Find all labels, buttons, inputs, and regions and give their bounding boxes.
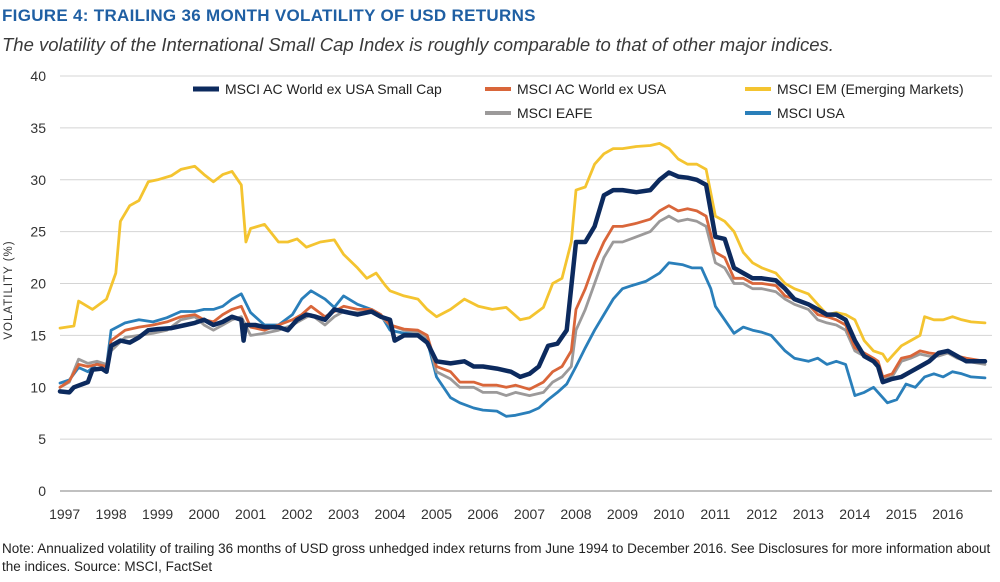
x-tick-label: 2008 — [560, 506, 591, 522]
x-tick-label: 2007 — [514, 506, 545, 522]
x-tick-label: 2009 — [607, 506, 638, 522]
figure-subtitle: The volatility of the International Smal… — [2, 34, 834, 55]
legend-label-msci-ac-world-ex-usa: MSCI AC World ex USA — [517, 81, 667, 97]
x-tick-label: 2012 — [746, 506, 777, 522]
x-tick-label: 2016 — [932, 506, 963, 522]
x-tick-label: 2013 — [793, 506, 824, 522]
y-tick-label: 5 — [38, 431, 46, 447]
y-tick-label: 15 — [30, 327, 46, 343]
series-line-msci-eafe — [58, 214, 987, 397]
x-tick-label: 2006 — [467, 506, 498, 522]
x-tick-label: 1998 — [96, 506, 127, 522]
x-tick-label: 2011 — [700, 506, 730, 522]
series-line-msci-em-emerging-markets — [58, 142, 987, 363]
x-tick-label: 2000 — [189, 506, 220, 522]
legend-label-msci-eafe: MSCI EAFE — [517, 105, 592, 121]
chart-gridlines — [60, 75, 992, 492]
x-tick-label: 2014 — [839, 506, 870, 522]
x-tick-label: 2004 — [374, 506, 405, 522]
x-axis: 1997 1998 1999 2000 2001 2002 2003 2004 2005 2006… — [49, 506, 964, 522]
chart-legend: MSCI AC World ex USA Small Cap MSCI AC Wo… — [193, 81, 964, 121]
series-line-msci-usa — [58, 261, 987, 418]
series-line-msci-ac-world-ex-usa-small-cap — [57, 170, 988, 395]
chart-note: Note: Annualized volatility of trailing … — [2, 541, 991, 574]
legend-label-msci-em-emerging-markets: MSCI EM (Emerging Markets) — [777, 81, 964, 97]
chart-series-lines — [57, 142, 988, 418]
x-tick-label: 2002 — [281, 506, 312, 522]
y-tick-label: 30 — [30, 172, 46, 188]
x-tick-label: 1999 — [142, 506, 173, 522]
y-tick-label: 25 — [30, 224, 46, 240]
x-tick-label: 1997 — [49, 506, 80, 522]
y-tick-label: 35 — [30, 120, 46, 136]
legend-label-msci-ac-world-ex-usa-small-cap: MSCI AC World ex USA Small Cap — [225, 81, 442, 97]
x-tick-label: 2001 — [235, 506, 266, 522]
figure-title: FIGURE 4: TRAILING 36 MONTH VOLATILITY O… — [2, 6, 536, 25]
series-line-msci-ac-world-ex-usa — [58, 204, 987, 391]
x-tick-label: 2003 — [328, 506, 359, 522]
y-tick-label: 10 — [30, 379, 46, 395]
y-tick-label: 40 — [30, 68, 46, 84]
y-axis: 0 5 10 15 20 25 30 35 40 — [30, 68, 46, 499]
y-tick-label: 20 — [30, 276, 46, 292]
y-tick-label: 0 — [38, 483, 46, 499]
legend-label-msci-usa: MSCI USA — [777, 105, 845, 121]
x-tick-label: 2010 — [653, 506, 684, 522]
x-tick-label: 2015 — [886, 506, 917, 522]
y-axis-label: VOLATILITY (%) — [3, 240, 15, 339]
x-tick-label: 2005 — [421, 506, 452, 522]
